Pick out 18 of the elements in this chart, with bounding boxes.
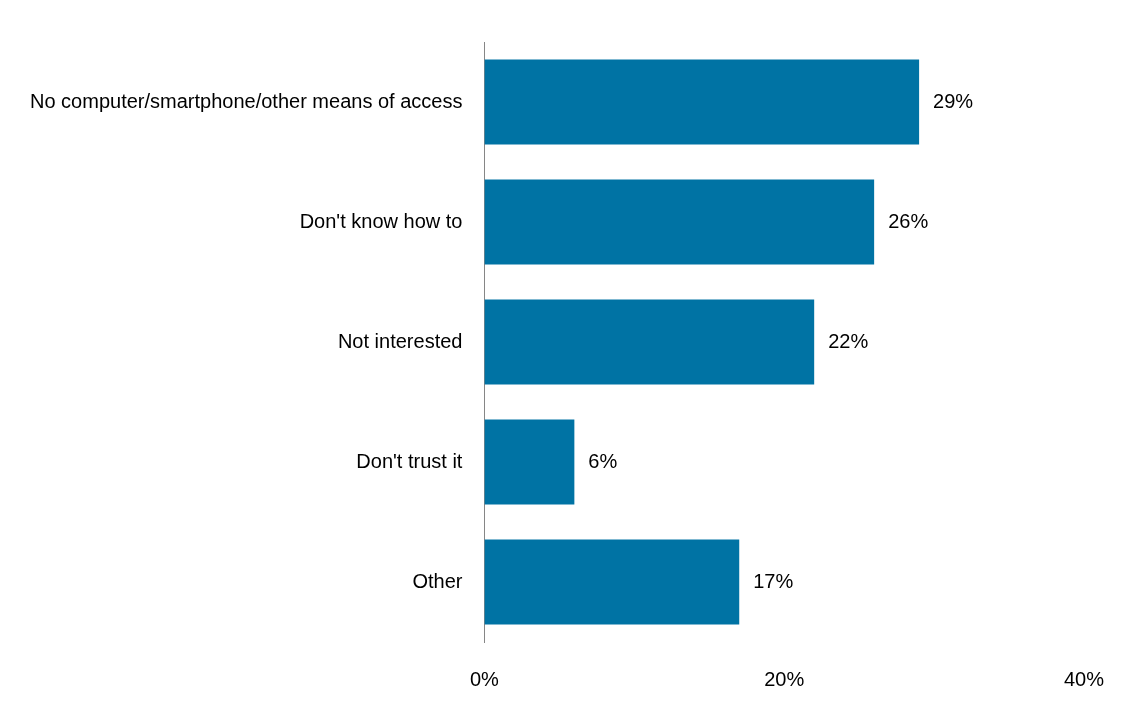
bar <box>484 179 875 265</box>
x-tick-label: 20% <box>764 667 805 690</box>
data-label: 17% <box>753 569 794 592</box>
y-tick-label: Not interested <box>337 329 463 352</box>
bar <box>484 539 740 625</box>
y-tick-label: Other <box>412 569 463 592</box>
x-tick-label: 0% <box>469 667 500 690</box>
data-label: 26% <box>888 209 929 232</box>
y-tick-label: Don't trust it <box>356 449 463 472</box>
y-tick-label: No computer/smartphone/other means of access <box>29 89 463 112</box>
data-label: 29% <box>933 89 974 112</box>
x-tick-label: 40% <box>1063 667 1105 690</box>
data-label: 6% <box>588 449 618 472</box>
y-tick-label: Don't know how to <box>299 209 463 232</box>
bar <box>484 59 920 145</box>
bar <box>484 299 815 385</box>
bar <box>484 419 575 505</box>
data-label: 22% <box>828 329 869 352</box>
